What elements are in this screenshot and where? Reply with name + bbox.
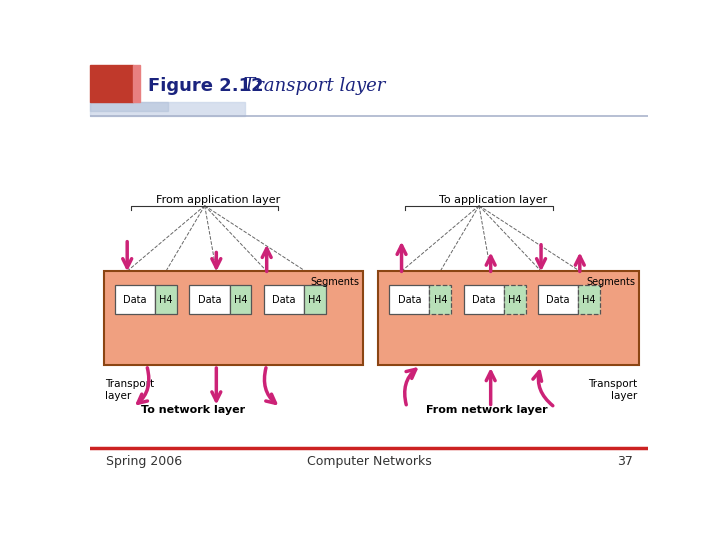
Bar [464, 285, 504, 314]
Bar [578, 285, 600, 314]
Bar [155, 285, 177, 314]
Text: Data: Data [472, 295, 495, 305]
Text: Data: Data [123, 295, 147, 305]
Bar [132, 65, 140, 102]
Bar [378, 271, 639, 365]
Bar [264, 285, 304, 314]
Bar [230, 285, 251, 314]
Text: Data: Data [546, 295, 570, 305]
Bar [114, 285, 155, 314]
Text: Spring 2006: Spring 2006 [106, 455, 181, 468]
Text: H4: H4 [233, 295, 247, 305]
Text: Data: Data [397, 295, 421, 305]
Text: H4: H4 [308, 295, 322, 305]
Text: Transport
layer: Transport layer [106, 379, 155, 401]
Text: Computer Networks: Computer Networks [307, 455, 431, 468]
Bar [389, 285, 429, 314]
Text: From application layer: From application layer [156, 194, 280, 205]
Text: Figure 2.12: Figure 2.12 [148, 77, 264, 96]
Text: Segments: Segments [311, 277, 360, 287]
Bar [429, 285, 451, 314]
Bar [304, 285, 325, 314]
Bar [90, 102, 245, 116]
Text: H4: H4 [508, 295, 521, 305]
Text: To application layer: To application layer [439, 194, 547, 205]
Bar [90, 102, 168, 111]
Bar [504, 285, 526, 314]
Text: From network layer: From network layer [426, 405, 548, 415]
Text: H4: H4 [159, 295, 173, 305]
Text: Data: Data [272, 295, 295, 305]
Text: H4: H4 [433, 295, 447, 305]
Text: Transport
layer: Transport layer [588, 379, 637, 401]
Bar [538, 285, 578, 314]
Bar [189, 285, 230, 314]
Text: 37: 37 [616, 455, 632, 468]
Text: Segments: Segments [587, 277, 636, 287]
Bar [104, 271, 363, 365]
Text: Transport layer: Transport layer [225, 77, 385, 96]
Text: Data: Data [197, 295, 221, 305]
Bar [90, 65, 132, 102]
Text: H4: H4 [582, 295, 596, 305]
Text: To network layer: To network layer [141, 405, 245, 415]
